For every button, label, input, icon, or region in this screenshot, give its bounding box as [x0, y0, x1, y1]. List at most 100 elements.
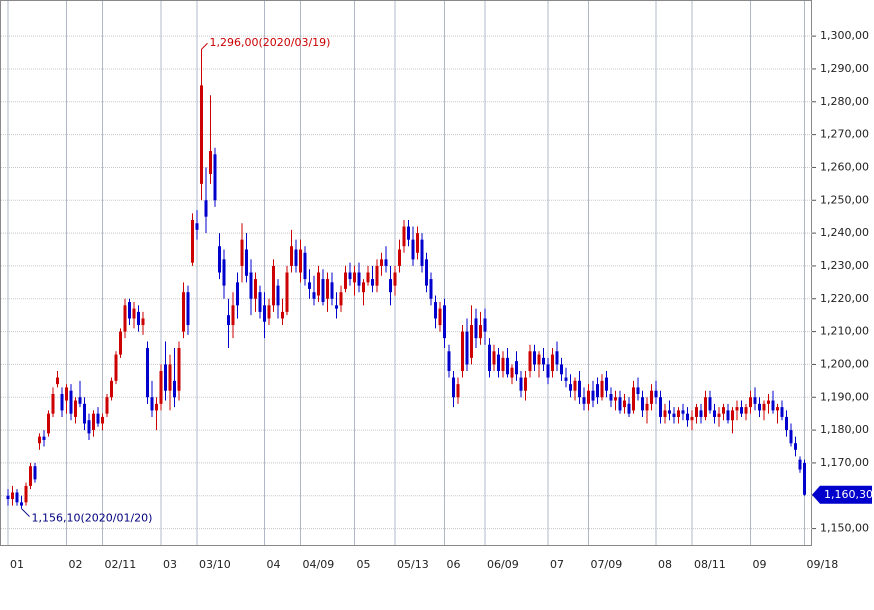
- candle-body: [191, 219, 194, 263]
- candle-body: [456, 384, 460, 398]
- y-tick-label: 1,220,00: [820, 292, 869, 305]
- candle-body: [429, 279, 433, 299]
- candle-body: [353, 272, 356, 283]
- candle-body: [537, 354, 541, 365]
- candle-body: [794, 443, 797, 450]
- y-tick-label: 1,230,00: [820, 259, 869, 272]
- candle-body: [254, 279, 257, 299]
- candle-body: [222, 259, 226, 286]
- candle-body: [321, 279, 325, 303]
- candle-body: [798, 459, 802, 470]
- candle-body: [249, 272, 253, 299]
- candle-body: [317, 272, 320, 296]
- candle-body: [38, 436, 41, 444]
- y-tick-label: 1,190,00: [820, 390, 869, 403]
- candle-body: [749, 397, 752, 408]
- candle-body: [299, 249, 302, 273]
- annotation-min: 1,156,10(2020/01/20): [32, 512, 153, 525]
- candle-body: [641, 397, 644, 411]
- candle-body: [677, 410, 680, 417]
- candle-body: [339, 292, 343, 306]
- candle-body: [83, 403, 86, 424]
- candle-body: [146, 348, 149, 398]
- x-tick-label: 03/10: [199, 558, 231, 571]
- candle-body: [497, 354, 500, 371]
- candle-body: [596, 384, 599, 398]
- plot-frame: [0, 0, 812, 546]
- candle-body: [96, 413, 100, 424]
- candle-body: [393, 272, 397, 286]
- candle-body: [488, 344, 491, 371]
- y-tick-label: 1,270,00: [820, 128, 869, 141]
- x-tick-label: 07: [550, 558, 564, 571]
- candle-body: [668, 410, 671, 414]
- candle-body: [483, 318, 487, 332]
- candle-body: [20, 502, 23, 506]
- candle-body: [164, 364, 167, 391]
- candle-body: [168, 364, 172, 391]
- candle-body: [326, 279, 329, 299]
- x-tick-label: 03: [163, 558, 177, 571]
- candle-body: [744, 407, 748, 414]
- candle-body: [501, 357, 505, 371]
- candle-body: [285, 272, 289, 312]
- candle-body: [722, 407, 725, 414]
- x-tick-label: 02: [69, 558, 83, 571]
- candle-body: [15, 492, 19, 503]
- candle-body: [150, 397, 154, 411]
- candle-body: [591, 390, 595, 401]
- candle-body: [272, 265, 275, 306]
- candle-body: [686, 413, 689, 421]
- candle-body: [227, 315, 230, 326]
- candle-body: [51, 393, 55, 414]
- candle-body: [461, 331, 464, 371]
- y-tick-label: 1,260,00: [820, 160, 869, 173]
- x-tick-label: 02/11: [105, 558, 137, 571]
- candle-body: [573, 380, 577, 391]
- candle-body: [636, 387, 640, 394]
- candle-body: [87, 420, 91, 434]
- candle-body: [101, 416, 104, 424]
- candle-body: [155, 403, 158, 411]
- y-tick-label: 1,240,00: [820, 226, 869, 239]
- candle-body: [380, 259, 383, 266]
- x-tick-label: 05/13: [397, 558, 429, 571]
- y-tick-label: 1,170,00: [820, 456, 869, 469]
- last-price-label: 1,160,30: [824, 488, 873, 501]
- candle-body: [681, 410, 685, 414]
- candle-body: [753, 397, 757, 404]
- candle-body: [357, 272, 361, 286]
- candle-body: [411, 239, 415, 260]
- candle-body: [173, 380, 176, 398]
- candle-body: [443, 305, 446, 339]
- candle-body: [663, 410, 667, 417]
- candle-body: [609, 393, 613, 401]
- x-tick-label: 06: [447, 558, 461, 571]
- candle-body: [78, 397, 82, 404]
- candle-body: [65, 387, 68, 401]
- y-tick-label: 1,200,00: [820, 357, 869, 370]
- candle-body: [465, 331, 469, 365]
- candle-body: [371, 279, 374, 286]
- candle-body: [344, 272, 347, 289]
- candle-body: [362, 282, 365, 293]
- candle-body: [618, 397, 622, 411]
- x-tick-label: 07/09: [591, 558, 623, 571]
- candle-body: [105, 397, 109, 414]
- last-price-box: [812, 485, 872, 504]
- candle-body: [290, 246, 293, 266]
- candle-body: [438, 308, 442, 326]
- annotation-arrow: [21, 508, 30, 517]
- candle-body: [447, 351, 451, 371]
- candle-body: [708, 397, 712, 411]
- candle-body: [726, 410, 730, 421]
- candle-body: [6, 495, 10, 500]
- x-tick-label: 01: [10, 558, 24, 571]
- candle-body: [735, 407, 739, 411]
- candle-body: [213, 154, 217, 201]
- y-tick-label: 1,250,00: [820, 193, 869, 206]
- candle-body: [177, 348, 181, 391]
- candle-body: [182, 292, 185, 332]
- candle-body: [654, 390, 658, 398]
